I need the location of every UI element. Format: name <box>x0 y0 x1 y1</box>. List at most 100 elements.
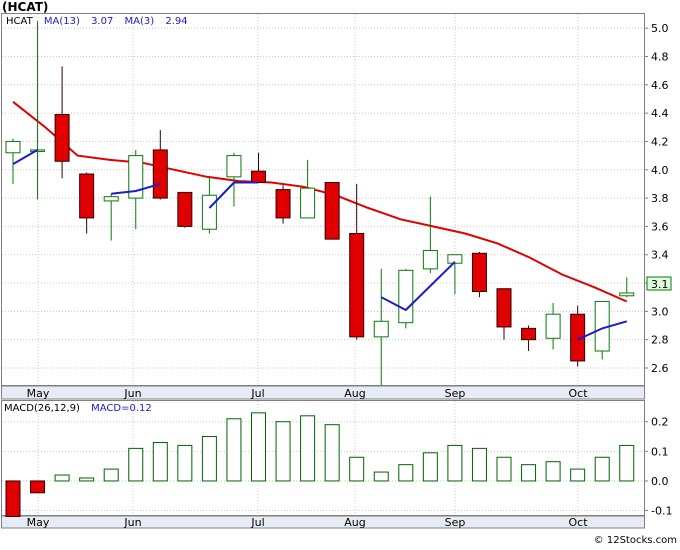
candle-body <box>5 140 21 154</box>
macd-bar <box>201 436 217 482</box>
candle-body <box>471 252 487 293</box>
macd-bar <box>324 424 340 482</box>
candlestick <box>570 305 586 367</box>
candle-body <box>79 173 95 219</box>
macd-bar <box>54 474 70 482</box>
candle-body <box>152 149 168 199</box>
price-tick-label: 4.2 <box>651 135 669 148</box>
macd-bar <box>422 452 438 482</box>
price-month-label: Jun <box>123 387 141 400</box>
price-tick-label: 4.0 <box>651 164 669 177</box>
macd-bar <box>128 447 144 482</box>
price-tick-label: 4.4 <box>651 107 669 120</box>
macd-month-label: Oct <box>568 516 588 529</box>
candle-body <box>177 191 193 227</box>
macd-bar <box>226 418 242 482</box>
macd-bar <box>521 464 537 482</box>
candle-body <box>373 320 389 338</box>
macd-bar <box>103 468 119 482</box>
candlestick <box>177 191 193 228</box>
legend-ma13-value: 3.07 <box>91 16 113 27</box>
macd-bar <box>251 412 266 482</box>
candle-body <box>54 114 70 162</box>
candle-body <box>275 189 291 219</box>
candle-body <box>619 292 635 297</box>
candle-body <box>128 155 144 199</box>
macd-legend-value-label: MACD= <box>91 403 129 414</box>
macd-legend: MACD(26,12,9) MACD=0.12 <box>4 403 152 414</box>
macd-bar <box>30 480 46 494</box>
legend-ma3-label: MA(3) <box>125 16 155 27</box>
candle-body <box>521 327 537 341</box>
legend-ma13-label: MA(13) <box>44 16 80 27</box>
price-legend: HCAT MA(13) 3.07 MA(3) 2.94 <box>6 16 188 27</box>
macd-bar <box>152 441 168 482</box>
macd-bar <box>619 444 635 482</box>
macd-bar <box>570 468 586 482</box>
chart-title: (HCAT) <box>2 0 48 14</box>
candle-body <box>324 182 340 240</box>
candle-body <box>201 194 217 230</box>
price-tick-label: 2.6 <box>651 362 669 375</box>
price-tick-label: 3.8 <box>651 192 669 205</box>
price-tick-label: 4.8 <box>651 50 669 63</box>
macd-bar <box>275 421 291 482</box>
candle-body <box>226 155 242 178</box>
price-month-label: Aug <box>344 387 365 400</box>
candlestick <box>545 302 561 350</box>
candlestick <box>521 325 537 352</box>
candlestick <box>226 152 242 207</box>
candle-body <box>251 170 266 184</box>
macd-bar <box>373 471 389 482</box>
macd-tick-label: 0.0 <box>651 475 669 488</box>
macd-panel-frame <box>1 400 645 516</box>
ma13-line <box>12 101 628 303</box>
candle-body <box>447 254 463 264</box>
candle-body <box>545 313 561 339</box>
candlestick <box>5 138 21 184</box>
ma3-line-segment <box>208 181 259 209</box>
price-tick-label: 4.6 <box>651 79 669 92</box>
price-axis-band <box>1 385 645 400</box>
legend-symbol: HCAT <box>6 16 34 27</box>
macd-bar <box>594 456 610 482</box>
ma3-line-segment <box>12 149 39 165</box>
candlestick <box>324 182 340 240</box>
macd-tick-label: 0.1 <box>651 445 669 458</box>
macd-bar <box>79 477 95 482</box>
price-month-label: Oct <box>568 387 588 400</box>
macd-month-label: May <box>27 516 50 529</box>
candlestick <box>422 196 438 274</box>
candle-body <box>103 196 119 202</box>
candle-body <box>398 269 414 324</box>
price-tick-label: 5.0 <box>651 22 669 35</box>
watermark: © 12Stocks.com <box>594 535 677 546</box>
macd-tick-label: -0.1 <box>651 505 672 518</box>
macd-bar <box>545 461 561 482</box>
price-tick-label: 3.4 <box>651 249 669 262</box>
macd-bar <box>177 444 193 482</box>
candlestick <box>103 193 119 241</box>
candlestick <box>79 172 95 234</box>
price-month-label: Jul <box>250 387 264 400</box>
last-price-box <box>646 276 672 291</box>
macd-month-label: Jul <box>250 516 264 529</box>
macd-month-label: Aug <box>344 516 365 529</box>
ma3-line-segment <box>577 320 628 341</box>
candle-body <box>349 232 365 338</box>
price-month-label: May <box>27 387 50 400</box>
macd-bar <box>349 456 365 482</box>
candle-body <box>496 288 512 328</box>
candlestick <box>152 130 168 200</box>
ma3-line-segment <box>380 261 456 312</box>
candlestick <box>471 251 487 298</box>
last-price-label: 3.1 <box>651 278 669 291</box>
macd-month-label: Jun <box>123 516 141 529</box>
candlestick <box>128 149 144 230</box>
macd-bar <box>496 456 512 482</box>
candlestick <box>619 277 635 298</box>
macd-bar <box>300 415 316 482</box>
price-tick-label: 3.6 <box>651 220 669 233</box>
